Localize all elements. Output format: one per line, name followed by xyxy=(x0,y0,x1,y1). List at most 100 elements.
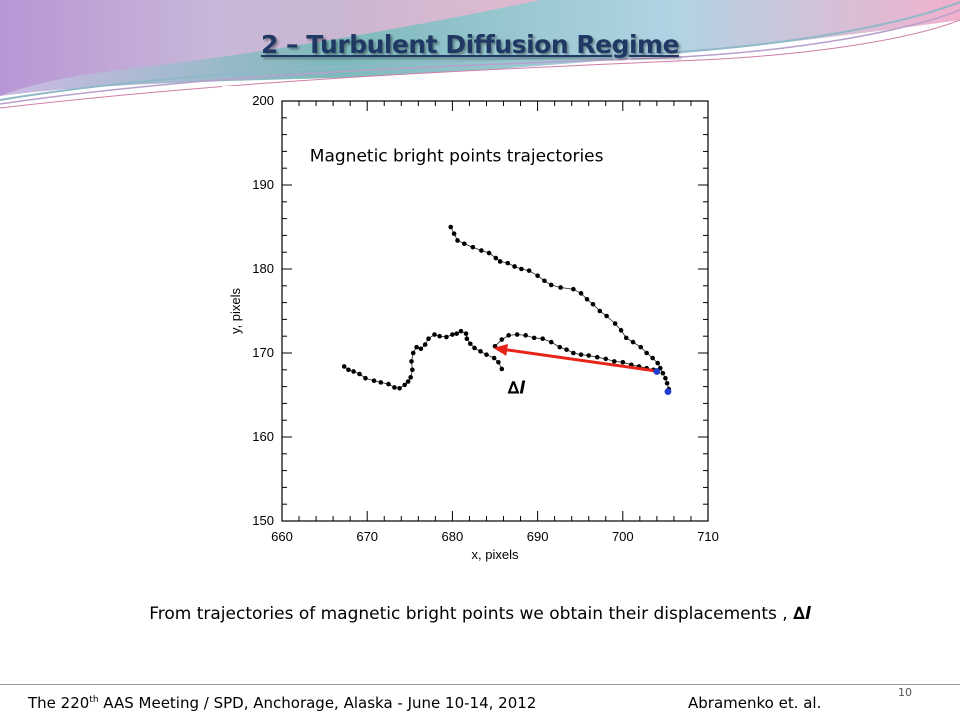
trajectory-point xyxy=(450,332,455,337)
displacement-arrow-shaft xyxy=(506,348,654,373)
trajectory-point xyxy=(623,335,629,341)
trajectory-point xyxy=(426,336,431,342)
trajectory-point xyxy=(523,333,528,338)
trajectory-point xyxy=(484,352,489,357)
trajectory-point xyxy=(464,336,470,342)
trajectory-point xyxy=(586,353,592,358)
axis-ticks xyxy=(281,100,709,522)
trajectory-point xyxy=(432,332,437,337)
plot-background xyxy=(222,86,732,570)
trajectory-point xyxy=(558,285,563,290)
trajectory-point xyxy=(535,273,540,279)
trajectory-points xyxy=(341,224,672,392)
trajectory-point xyxy=(650,355,655,361)
plot-frame xyxy=(281,100,709,522)
y-tick-label: 190 xyxy=(252,177,274,192)
footer-superscript: th xyxy=(89,695,99,705)
trajectory-point xyxy=(620,359,626,365)
trajectory-point xyxy=(514,332,520,337)
trajectory-point xyxy=(410,350,416,356)
trajectory-point xyxy=(603,356,609,362)
trajectory-point xyxy=(578,352,584,357)
x-tick-label: 660 xyxy=(271,529,293,544)
trajectory-point xyxy=(663,375,668,381)
y-tick-label: 160 xyxy=(252,429,274,444)
trajectory-point xyxy=(578,291,584,296)
trajectory-point xyxy=(630,339,636,345)
trajectory-point xyxy=(346,367,351,373)
trajectory-point xyxy=(618,328,624,333)
trajectory-point xyxy=(454,331,459,336)
footer-author: Abramenko et. al. xyxy=(688,694,822,712)
trajectory-point xyxy=(478,349,483,354)
x-axis-label: x, pixels xyxy=(472,547,519,562)
end-marker xyxy=(653,368,661,375)
displacement-label: ∆l xyxy=(507,378,526,398)
trajectory-point xyxy=(505,260,511,266)
trajectory-point xyxy=(409,359,414,364)
trajectory-point xyxy=(397,385,402,391)
trajectory-point xyxy=(486,250,492,256)
tick-labels: 660 670 680 690 700 710 150 160 170 180 190 200 xyxy=(252,93,719,544)
trajectory-point xyxy=(660,370,666,376)
endpoint-markers xyxy=(653,368,672,396)
slide-number: 10 xyxy=(898,686,912,699)
displacement-arrow-head xyxy=(493,344,508,356)
trajectory-point xyxy=(371,378,377,384)
trajectory-point xyxy=(458,328,464,334)
trajectory-point xyxy=(597,308,603,314)
trajectory-point xyxy=(341,364,347,369)
header-banner xyxy=(0,0,960,109)
x-tick-label: 690 xyxy=(527,529,549,544)
trajectory-point xyxy=(414,344,419,350)
trajectory-point xyxy=(664,380,670,386)
trajectory-point xyxy=(479,248,484,253)
trajectory-point xyxy=(408,375,413,380)
trajectory-point xyxy=(531,335,537,341)
trajectory-point xyxy=(363,375,368,381)
trajectory-point xyxy=(418,346,424,352)
trajectory-point xyxy=(378,380,384,385)
caption-delta-symbol: ∆l xyxy=(793,604,811,624)
y-tick-label: 150 xyxy=(252,513,274,528)
trajectory-point xyxy=(594,354,600,360)
footer-text-start: The 220 xyxy=(28,694,90,712)
x-tick-label: 670 xyxy=(356,529,378,544)
trajectory-point xyxy=(638,344,643,350)
trajectory-point xyxy=(506,333,511,338)
trajectory-point xyxy=(512,264,517,269)
y-tick-label: 200 xyxy=(252,93,274,108)
trajectory-point xyxy=(496,359,501,365)
footer-conference: The 220th AAS Meeting / SPD, Anchorage, … xyxy=(28,694,536,712)
displacement-arrow xyxy=(493,344,654,373)
trajectory-point xyxy=(467,341,473,347)
trajectory-point xyxy=(351,369,356,374)
trajectory-point xyxy=(519,266,524,272)
trajectory-point xyxy=(451,231,457,237)
trajectory-point xyxy=(392,385,397,390)
trajectory-point xyxy=(590,301,596,307)
trajectory-point xyxy=(491,355,497,361)
trajectory-point xyxy=(542,278,547,284)
slide-caption: From trajectories of magnetic bright poi… xyxy=(0,604,960,624)
trajectory-point xyxy=(357,371,362,377)
trajectory-point xyxy=(493,255,499,261)
trajectory-point xyxy=(455,238,460,243)
x-tick-label: 710 xyxy=(697,529,719,544)
trajectory-point xyxy=(604,313,609,319)
start-marker xyxy=(664,388,672,396)
trajectory-point xyxy=(612,321,618,326)
trajectory-point xyxy=(386,381,391,387)
trajectory-point xyxy=(548,282,554,288)
trajectory-point xyxy=(422,342,428,347)
caption-text: From trajectories of magnetic bright poi… xyxy=(149,604,794,624)
trajectory-point xyxy=(557,344,563,350)
trajectory-point xyxy=(402,382,407,388)
chart-title: Magnetic bright points trajectories xyxy=(310,146,604,166)
trajectory-point xyxy=(405,379,411,384)
x-tick-label: 680 xyxy=(442,529,464,544)
trajectory-point xyxy=(540,336,546,342)
trajectory-point xyxy=(444,334,449,340)
trajectory-point xyxy=(462,241,467,247)
trajectory-point xyxy=(499,337,505,342)
